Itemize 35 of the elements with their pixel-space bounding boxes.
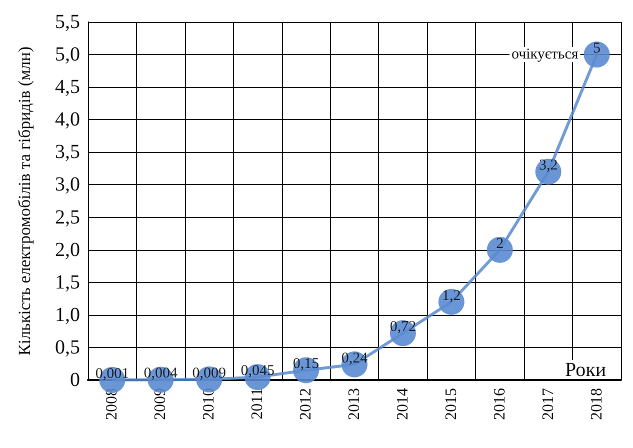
y-axis-title: Кількість електромобілів та гібридів (млн): [15, 46, 34, 356]
x-tick-label: 2015: [442, 388, 460, 420]
y-tick-label: 2,0: [55, 238, 80, 261]
y-tick-label: 0,5: [55, 336, 80, 358]
data-label: 0,72: [390, 319, 416, 336]
x-tick-label: 2013: [346, 388, 363, 420]
y-tick-label: 2,5: [55, 206, 80, 228]
data-label: 3,2: [538, 158, 558, 174]
data-label: 0,24: [341, 350, 368, 366]
y-tick-label: 0: [70, 369, 80, 391]
data-label: 2: [496, 236, 504, 252]
x-tick-label: 2008: [104, 388, 121, 420]
x-tick-label: 2018: [588, 388, 606, 420]
y-tick-label: 1,5: [55, 271, 80, 294]
x-tick-label: 2016: [491, 388, 508, 420]
point: [584, 42, 610, 68]
x-tick-label: 2012: [298, 388, 315, 420]
point: [486, 236, 513, 263]
y-tick-label: 5,0: [55, 44, 80, 66]
x-tick-label: 2014: [394, 388, 412, 420]
data-label: 5: [593, 40, 601, 57]
x-tick-label: 2009: [152, 388, 170, 420]
y-tick-label: 5,5: [55, 11, 80, 33]
data-label: 0,15: [292, 356, 320, 372]
annotation: очікується: [511, 46, 578, 63]
x-tick-label: 2017: [540, 388, 557, 420]
x-axis-title: Роки: [565, 359, 606, 381]
x-tick-label: 2010: [200, 388, 218, 420]
x-tick-label: 2011: [249, 388, 266, 420]
y-tick-label: 1,0: [55, 304, 80, 326]
y-tick-label: 3,5: [55, 141, 80, 164]
y-tick-label: 3,0: [55, 174, 80, 196]
data-label: 1,2: [442, 288, 461, 304]
y-tick-label: 4,0: [55, 108, 80, 131]
y-tick-label: 4,5: [55, 76, 80, 98]
